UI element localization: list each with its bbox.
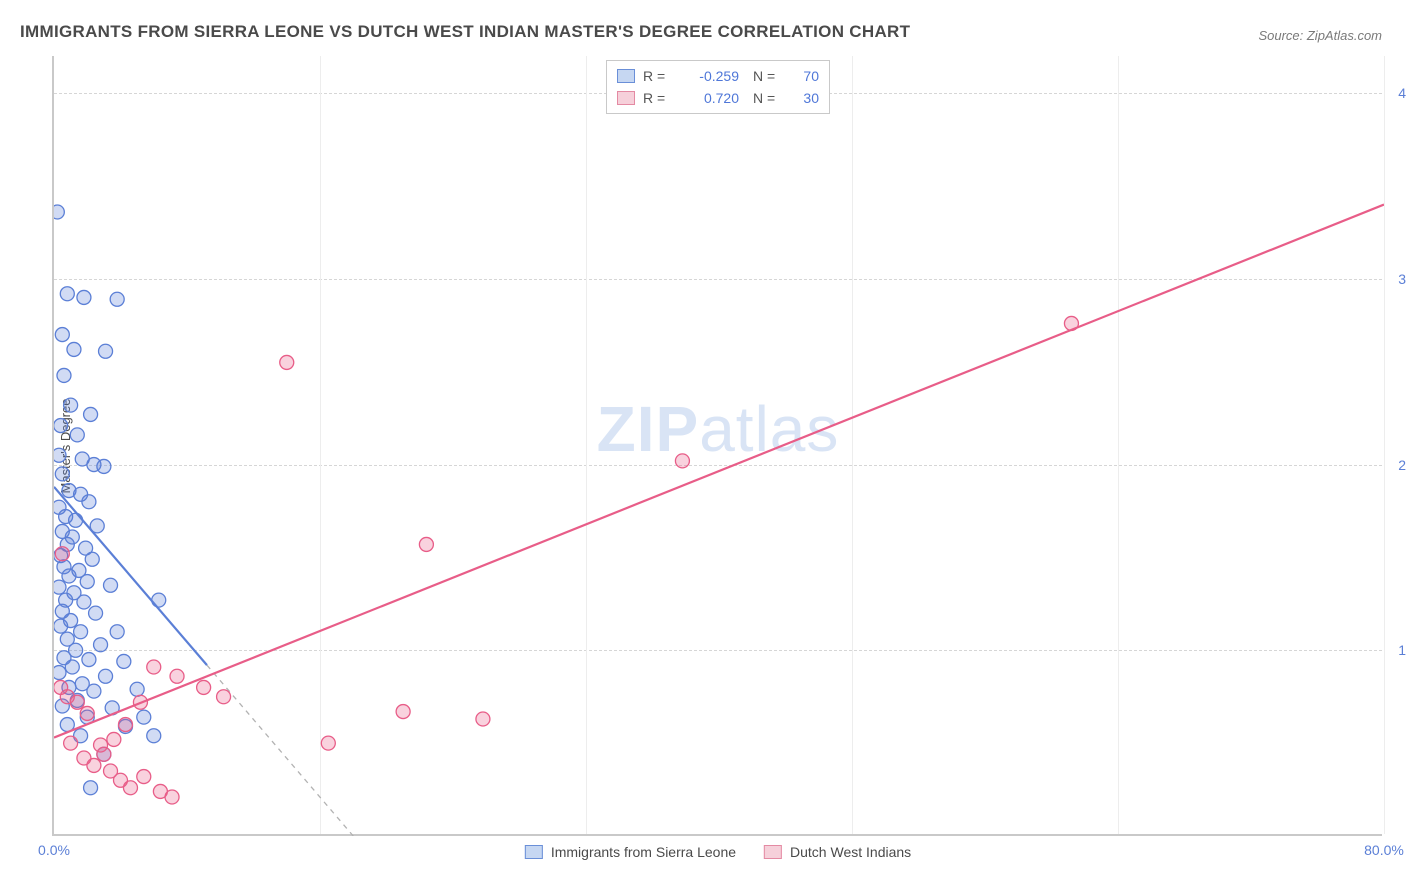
n-label: N = bbox=[753, 90, 781, 106]
data-point bbox=[170, 669, 184, 683]
data-point bbox=[165, 790, 179, 804]
trend-line bbox=[54, 205, 1384, 738]
legend-label-2: Dutch West Indians bbox=[790, 844, 911, 860]
data-point bbox=[82, 495, 96, 509]
n-value-1: 70 bbox=[789, 68, 819, 84]
y-tick-label: 40.0% bbox=[1398, 85, 1406, 101]
data-point bbox=[130, 682, 144, 696]
data-point bbox=[476, 712, 490, 726]
data-point bbox=[84, 407, 98, 421]
data-point bbox=[97, 459, 111, 473]
data-point bbox=[217, 690, 231, 704]
data-point bbox=[280, 355, 294, 369]
r-value-1: -0.259 bbox=[679, 68, 739, 84]
data-point bbox=[64, 398, 78, 412]
data-point bbox=[104, 578, 118, 592]
data-point bbox=[82, 653, 96, 667]
y-tick-label: 20.0% bbox=[1398, 457, 1406, 473]
data-point bbox=[54, 419, 68, 433]
data-point bbox=[99, 344, 113, 358]
grid-line-v bbox=[1384, 56, 1385, 834]
y-tick-label: 30.0% bbox=[1398, 271, 1406, 287]
data-point bbox=[80, 575, 94, 589]
data-point bbox=[69, 513, 83, 527]
swatch-pink bbox=[764, 845, 782, 859]
swatch-blue bbox=[617, 69, 635, 83]
data-point bbox=[123, 781, 137, 795]
data-point bbox=[87, 684, 101, 698]
chart-title: IMMIGRANTS FROM SIERRA LEONE VS DUTCH WE… bbox=[20, 22, 910, 42]
data-point bbox=[77, 595, 91, 609]
data-point bbox=[67, 342, 81, 356]
data-point bbox=[60, 287, 74, 301]
swatch-pink bbox=[617, 91, 635, 105]
data-point bbox=[57, 368, 71, 382]
x-tick-label: 0.0% bbox=[38, 842, 70, 858]
plot-region: ZIPatlas R = -0.259 N = 70 R = 0.720 N =… bbox=[52, 56, 1382, 836]
data-point bbox=[54, 448, 66, 462]
data-point bbox=[396, 705, 410, 719]
data-point bbox=[99, 669, 113, 683]
n-value-2: 30 bbox=[789, 90, 819, 106]
x-tick-label: 80.0% bbox=[1364, 842, 1404, 858]
data-point bbox=[84, 781, 98, 795]
legend-row-series-2: R = 0.720 N = 30 bbox=[617, 87, 819, 109]
data-point bbox=[70, 428, 84, 442]
data-point bbox=[94, 638, 108, 652]
legend-item-series-1: Immigrants from Sierra Leone bbox=[525, 844, 736, 860]
data-point bbox=[94, 738, 108, 752]
data-point bbox=[89, 606, 103, 620]
r-label: R = bbox=[643, 68, 671, 84]
data-point bbox=[55, 328, 69, 342]
data-point bbox=[80, 706, 94, 720]
data-point bbox=[117, 654, 131, 668]
data-point bbox=[62, 569, 76, 583]
data-point bbox=[54, 205, 64, 219]
data-point bbox=[419, 537, 433, 551]
scatter-svg bbox=[54, 56, 1384, 836]
data-point bbox=[147, 660, 161, 674]
data-point bbox=[55, 467, 69, 481]
data-point bbox=[64, 736, 78, 750]
data-point bbox=[137, 770, 151, 784]
r-label: R = bbox=[643, 90, 671, 106]
legend-item-series-2: Dutch West Indians bbox=[764, 844, 911, 860]
data-point bbox=[54, 680, 68, 694]
data-point bbox=[147, 729, 161, 743]
data-point bbox=[54, 666, 66, 680]
data-point bbox=[321, 736, 335, 750]
data-point bbox=[137, 710, 151, 724]
chart-area: Master's Degree ZIPatlas R = -0.259 N = … bbox=[52, 56, 1382, 836]
data-point bbox=[110, 292, 124, 306]
source-attribution: Source: ZipAtlas.com bbox=[1258, 28, 1382, 43]
data-point bbox=[85, 552, 99, 566]
data-point bbox=[118, 718, 132, 732]
data-point bbox=[65, 660, 79, 674]
data-point bbox=[54, 580, 66, 594]
y-tick-label: 10.0% bbox=[1398, 642, 1406, 658]
series-legend: Immigrants from Sierra Leone Dutch West … bbox=[525, 844, 911, 860]
legend-row-series-1: R = -0.259 N = 70 bbox=[617, 65, 819, 87]
n-label: N = bbox=[753, 68, 781, 84]
data-point bbox=[110, 625, 124, 639]
r-value-2: 0.720 bbox=[679, 90, 739, 106]
swatch-blue bbox=[525, 845, 543, 859]
data-point bbox=[74, 625, 88, 639]
data-point bbox=[77, 751, 91, 765]
data-point bbox=[77, 290, 91, 304]
correlation-legend: R = -0.259 N = 70 R = 0.720 N = 30 bbox=[606, 60, 830, 114]
trend-line-extension bbox=[207, 665, 353, 836]
data-point bbox=[197, 680, 211, 694]
data-point bbox=[107, 732, 121, 746]
data-point bbox=[54, 619, 68, 633]
data-point bbox=[152, 593, 166, 607]
legend-label-1: Immigrants from Sierra Leone bbox=[551, 844, 736, 860]
data-point bbox=[675, 454, 689, 468]
data-point bbox=[55, 547, 69, 561]
